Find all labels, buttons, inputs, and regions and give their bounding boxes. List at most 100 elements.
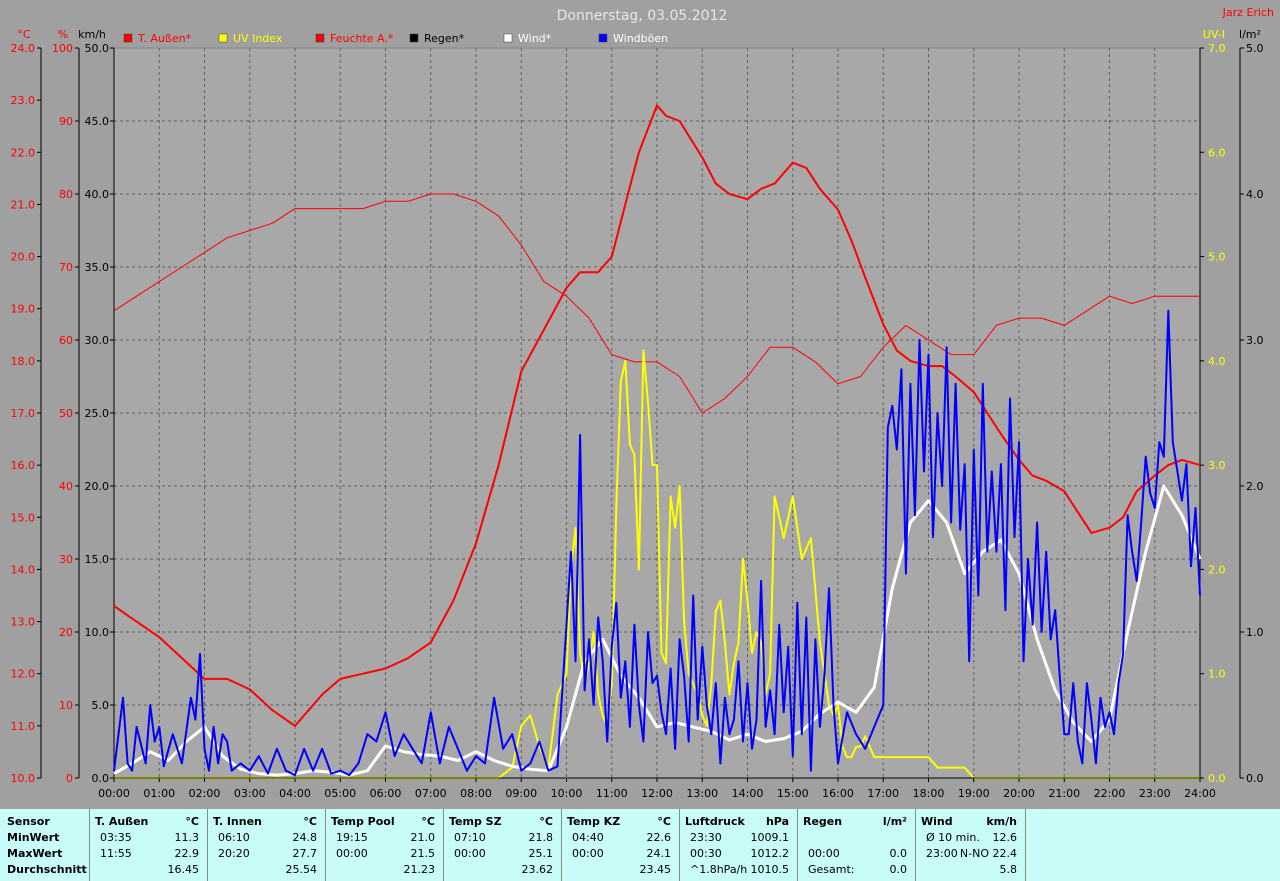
humidity-tick-label: 60 <box>59 334 73 347</box>
stats-cell: 21.23 <box>403 863 436 876</box>
stats-cell: 04:40 <box>572 831 604 844</box>
wind-unit-label: km/h <box>78 28 106 41</box>
stats-cell: 5.8 <box>999 863 1018 876</box>
uv-unit-label: UV-I <box>1203 28 1225 41</box>
stats-header: °C <box>303 815 317 828</box>
stats-cell: 03:35 <box>100 831 132 844</box>
x-tick-labels: 00:00 01:00 02:00 03:00 04:00 05:00 06:00 07:00… <box>98 778 1216 800</box>
rain-tick-label: 1.0 <box>1246 626 1264 639</box>
stats-cell: ^1.8hPa/h <box>690 863 748 876</box>
stats-cell: 23.45 <box>639 863 672 876</box>
stats-cell: 23.62 <box>521 863 554 876</box>
x-tick-label: 21:00 <box>1048 787 1080 800</box>
stats-header: °C <box>185 815 199 828</box>
wind-tick-label: 0.0 <box>92 772 110 785</box>
temp-tick-label: 23.0 <box>11 94 36 107</box>
wind-tick-label: 15.0 <box>85 553 110 566</box>
x-tick-label: 04:00 <box>279 787 311 800</box>
stats-panel: Wind km/h Ø 10 min. 12.6 23:00 N-NO 22.4 5.8 <box>916 809 1026 881</box>
stats-header: T. Innen <box>213 815 262 828</box>
legend-item: Windböen <box>613 32 668 45</box>
uv-tick-label: 5.0 <box>1208 251 1226 264</box>
legend-swatch <box>315 33 325 43</box>
rain-unit-label: l/m² <box>1239 28 1261 41</box>
x-tick-label: 24:00 <box>1184 787 1216 800</box>
x-tick-label: 01:00 <box>143 787 175 800</box>
temp-tick-label: 11.0 <box>11 720 36 733</box>
stats-cell: N-NO 22.4 <box>959 847 1017 860</box>
stats-header: Temp KZ <box>567 815 621 828</box>
temp-tick-label: 19.0 <box>11 303 36 316</box>
legend-swatch <box>218 33 228 43</box>
temp-tick-label: 21.0 <box>11 198 36 211</box>
temp-tick-label: 13.0 <box>11 616 36 629</box>
uv-tick-label: 4.0 <box>1208 355 1226 368</box>
x-tick-label: 11:00 <box>596 787 628 800</box>
humidity-tick-label: 100 <box>52 42 73 55</box>
stats-panel: Temp SZ °C 07:10 21.8 00:00 25.1 23.62 <box>444 809 562 881</box>
temp-tick-label: 12.0 <box>11 668 36 681</box>
stats-header: T. Außen <box>95 815 149 828</box>
x-tick-label: 10:00 <box>551 787 583 800</box>
stats-cell: 00:00 <box>572 847 604 860</box>
stats-cell: 21.0 <box>410 831 436 844</box>
legend-swatch <box>123 33 133 43</box>
x-tick-label: 13:00 <box>686 787 718 800</box>
stats-cell: 22.6 <box>646 831 672 844</box>
humidity-tick-label: 10 <box>59 699 73 712</box>
stats-header: °C <box>539 815 553 828</box>
temp-tick-label: 24.0 <box>11 42 36 55</box>
humidity-tick-label: 0 <box>66 772 73 785</box>
stats-cell: 12.6 <box>992 831 1018 844</box>
stats-cell: MaxWert <box>7 847 63 860</box>
humidity-tick-label: 50 <box>59 407 73 420</box>
x-tick-label: 07:00 <box>415 787 447 800</box>
stats-cell: 06:10 <box>218 831 250 844</box>
stats-cell: Ø 10 min. <box>926 831 980 844</box>
legend-swatch <box>409 33 419 43</box>
x-tick-label: 08:00 <box>460 787 492 800</box>
x-tick-label: 17:00 <box>867 787 899 800</box>
rain-tick-label: 5.0 <box>1246 42 1264 55</box>
rain-tick-label: 2.0 <box>1246 480 1264 493</box>
legend-swatch <box>503 33 513 43</box>
stats-cell: 24.1 <box>646 847 672 860</box>
stats-cell: 1010.5 <box>750 863 790 876</box>
humidity-tick-label: 70 <box>59 261 73 274</box>
stats-cell: 0.0 <box>889 863 908 876</box>
rain-tick-label: 4.0 <box>1246 188 1264 201</box>
stats-panel: T. Außen °C 03:35 11.3 11:55 22.9 16.45 <box>90 809 208 881</box>
stats-cell: Gesamt: <box>808 863 855 876</box>
stats-cell: 0.0 <box>889 847 908 860</box>
stats-cell: 11.3 <box>174 831 200 844</box>
stats-cell: 1012.2 <box>750 847 790 860</box>
x-tick-label: 05:00 <box>324 787 356 800</box>
stats-header: °C <box>421 815 435 828</box>
legend-item: UV Index <box>233 32 283 45</box>
stats-header: Temp SZ <box>449 815 502 828</box>
stats-cell: Durchschnitt <box>7 863 87 876</box>
temp-tick-label: 16.0 <box>11 459 36 472</box>
legend-swatch <box>598 33 608 43</box>
x-tick-label: 15:00 <box>777 787 809 800</box>
stats-cell: 07:10 <box>454 831 486 844</box>
uv-tick-label: 2.0 <box>1208 563 1226 576</box>
stats-panel: T. Innen °C 06:10 24.8 20:20 27.7 25.54 <box>208 809 326 881</box>
stats-panel: Temp KZ °C 04:40 22.6 00:00 24.1 23.45 <box>562 809 680 881</box>
temp-tick-label: 18.0 <box>11 355 36 368</box>
humidity-tick-label: 40 <box>59 480 73 493</box>
temp-tick-label: 20.0 <box>11 251 36 264</box>
author-label: Jarz Erich <box>1222 6 1274 19</box>
series-line-feuchte-a <box>113 193 1200 414</box>
x-tick-label: 03:00 <box>234 787 266 800</box>
series-line-windböen <box>113 309 1201 777</box>
stats-header: Regen <box>803 815 843 828</box>
uv-tick-label: 7.0 <box>1208 42 1226 55</box>
temp-tick-label: 22.0 <box>11 146 36 159</box>
uv-tick-label: 0.0 <box>1208 772 1226 785</box>
stats-cell: 22.9 <box>174 847 200 860</box>
uv-tick-label: 1.0 <box>1208 668 1226 681</box>
rain-tick-label: 0.0 <box>1246 772 1264 785</box>
x-tick-label: 16:00 <box>822 787 854 800</box>
uv-tick-label: 3.0 <box>1208 459 1226 472</box>
